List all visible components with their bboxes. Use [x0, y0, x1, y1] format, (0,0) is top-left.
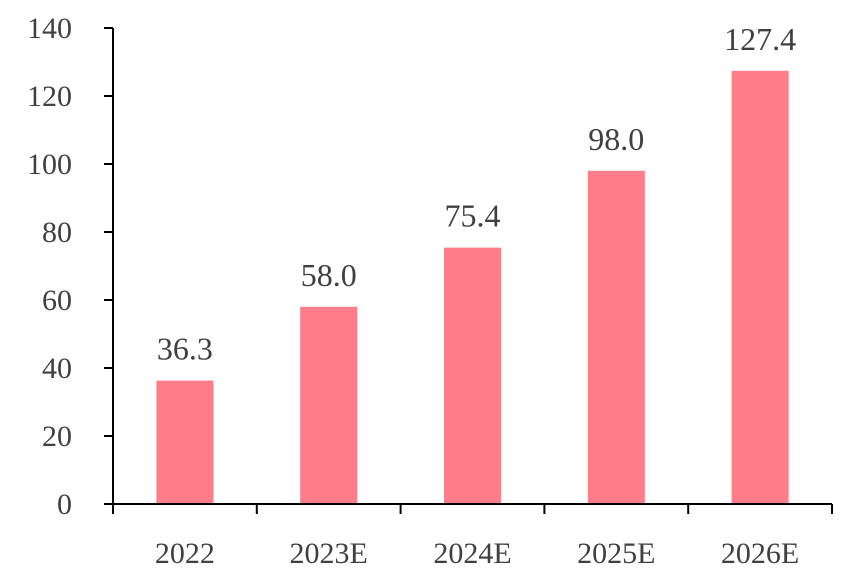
y-axis: 0 20 40 60 80 100 120 140 [27, 12, 114, 521]
data-label-2026e: 127.4 [724, 21, 796, 57]
bar-2024e [444, 247, 501, 504]
y-tick-label: 0 [57, 488, 72, 521]
y-tick-label: 120 [27, 80, 72, 113]
data-label-2023e: 58.0 [301, 257, 357, 293]
y-tick-label: 80 [42, 216, 72, 249]
data-label-2022: 36.3 [157, 331, 213, 367]
x-tick-label-2026e: 2026E [721, 537, 799, 570]
y-tick-label: 60 [42, 284, 72, 317]
x-axis: 2022 2023E 2024E 2025E 2026E [112, 503, 833, 570]
x-tick-group: 2022 2023E 2024E 2025E 2026E [112, 504, 833, 570]
x-tick-label-2023e: 2023E [290, 537, 368, 570]
bar-2023e [300, 306, 358, 504]
data-label-2025e: 98.0 [588, 121, 644, 157]
bar-2025e [587, 170, 645, 505]
data-label-2024e: 75.4 [445, 198, 501, 234]
y-tick-label: 40 [42, 352, 72, 385]
y-tick-label: 20 [42, 420, 72, 453]
data-label-group: 36.3 58.0 75.4 98.0 127.4 [157, 21, 796, 367]
y-tick-group: 0 20 40 60 80 100 120 140 [27, 12, 113, 521]
bar-2026e [731, 70, 789, 504]
x-tick-label-2025e: 2025E [577, 537, 655, 570]
x-tick-label-2022: 2022 [155, 537, 215, 570]
bar-2022 [156, 380, 214, 504]
x-tick-label-2024e: 2024E [433, 537, 511, 570]
y-tick-label: 100 [27, 148, 72, 181]
bar-group [156, 70, 789, 505]
y-tick-label: 140 [27, 12, 72, 45]
